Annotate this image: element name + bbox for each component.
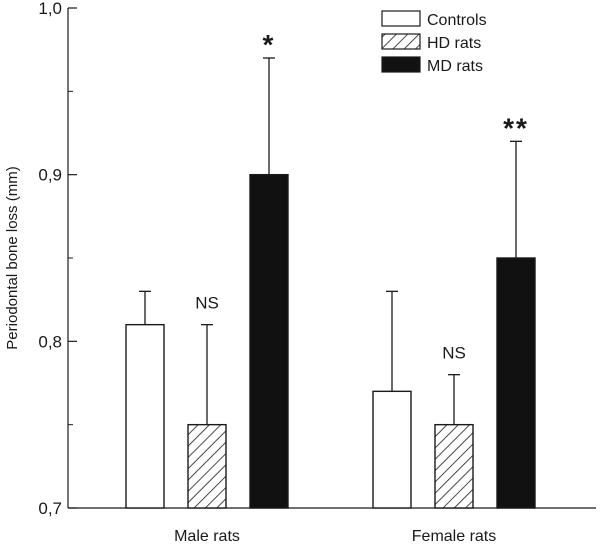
x-category-label: Male rats xyxy=(174,528,240,545)
x-category-label: Female rats xyxy=(412,528,496,545)
y-tick-label: 0,8 xyxy=(38,332,62,351)
legend-label: HD rats xyxy=(427,35,481,52)
bars: NS * NS ** xyxy=(125,29,536,509)
bar xyxy=(125,323,165,509)
bar xyxy=(187,423,227,509)
significance-label: * xyxy=(263,29,276,60)
bar xyxy=(496,257,536,509)
y-tick-label: 1,0 xyxy=(38,0,62,18)
legend-swatch xyxy=(381,33,421,50)
legend-label: MD rats xyxy=(427,58,483,75)
significance-label: ** xyxy=(503,112,529,143)
bar xyxy=(434,423,474,509)
bar xyxy=(372,390,412,509)
legend-swatch xyxy=(381,10,421,27)
bar xyxy=(249,173,289,509)
legend-swatch xyxy=(381,56,421,73)
legend-label: Controls xyxy=(427,12,487,29)
y-tick-label: 0,9 xyxy=(38,166,62,185)
significance-label: NS xyxy=(442,344,466,363)
legend: Controls HD rats MD rats xyxy=(381,10,487,75)
y-axis-label: Periodontal bone loss (mm) xyxy=(4,166,21,349)
y-tick-label: 0,7 xyxy=(38,499,62,518)
significance-label: NS xyxy=(195,294,219,313)
